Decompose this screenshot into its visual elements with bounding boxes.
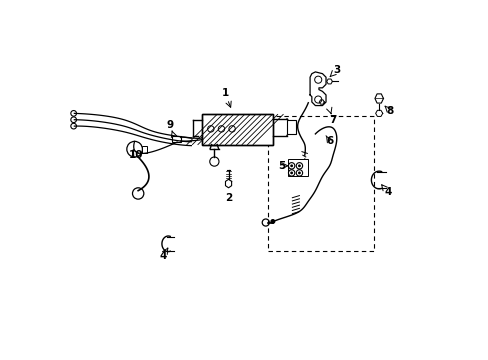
Text: 6: 6 bbox=[325, 136, 332, 146]
Text: 8: 8 bbox=[386, 106, 393, 116]
Text: 7: 7 bbox=[329, 115, 336, 125]
Bar bbox=[142, 145, 147, 153]
Bar bbox=[286, 121, 295, 134]
Bar bbox=[171, 136, 181, 142]
Bar bbox=[287, 159, 307, 176]
Bar bbox=[267, 116, 373, 251]
Circle shape bbox=[270, 220, 274, 223]
Circle shape bbox=[290, 165, 292, 167]
Text: 9: 9 bbox=[166, 120, 173, 130]
Text: 4: 4 bbox=[159, 251, 166, 261]
Text: 3: 3 bbox=[332, 65, 340, 75]
Text: 1: 1 bbox=[221, 88, 228, 98]
Text: 10: 10 bbox=[129, 150, 143, 160]
Circle shape bbox=[297, 165, 300, 167]
Text: 2: 2 bbox=[224, 193, 232, 203]
Bar bbox=[202, 114, 272, 145]
Circle shape bbox=[297, 171, 300, 174]
Circle shape bbox=[290, 171, 292, 174]
Text: 4: 4 bbox=[384, 188, 391, 197]
Text: 5: 5 bbox=[278, 161, 285, 171]
Bar bbox=[202, 114, 272, 145]
